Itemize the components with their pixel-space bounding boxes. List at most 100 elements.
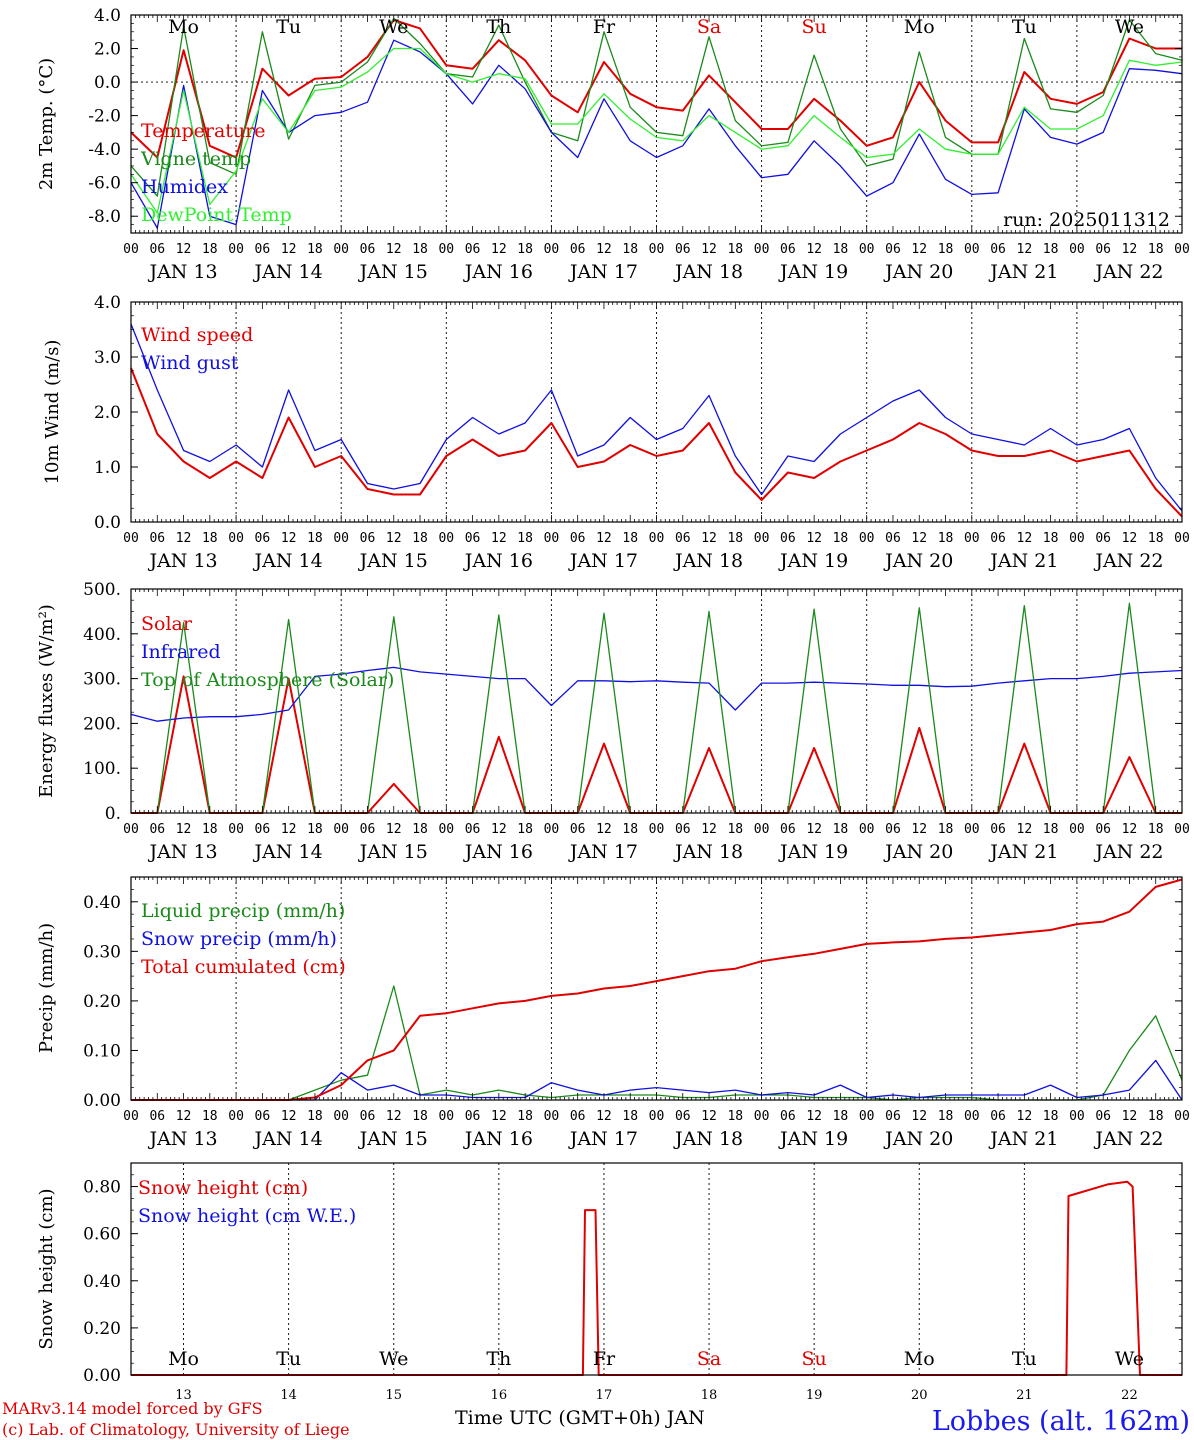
hour-tick-label: 18 (833, 531, 849, 546)
hour-tick-label: 12 (281, 242, 297, 257)
hour-tick-label: 12 (1017, 1109, 1033, 1124)
hour-tick-label: 12 (386, 242, 402, 257)
weekday-label: Tu (276, 1348, 301, 1370)
hour-tick-label: 12 (1017, 242, 1033, 257)
y-axis-label: 10m Wind (m/s) (42, 340, 63, 485)
hour-tick-label: 06 (360, 531, 376, 546)
hour-tick-label: 00 (544, 822, 560, 837)
model-credit: MARv3.14 model forced by GFS (2, 1399, 263, 1418)
hour-tick-label: 06 (570, 1109, 586, 1124)
hour-tick-label: 18 (517, 242, 533, 257)
date-label: JAN 13 (147, 1128, 217, 1150)
hour-tick-label: 06 (149, 242, 165, 257)
weekday-label: Mo (168, 16, 199, 38)
date-label: JAN 16 (463, 261, 533, 283)
hour-tick-label: 12 (806, 531, 822, 546)
hour-tick-label: 06 (675, 1109, 691, 1124)
hour-tick-label: 12 (1122, 242, 1138, 257)
day-number-label: 13 (175, 1388, 192, 1403)
hour-tick-label: 12 (806, 242, 822, 257)
hour-tick-label: 00 (1174, 531, 1190, 546)
hour-tick-label: 12 (176, 822, 192, 837)
hour-tick-label: 00 (859, 242, 875, 257)
date-label: JAN 22 (1093, 550, 1163, 572)
hour-tick-label: 18 (1043, 822, 1059, 837)
hour-tick-label: 00 (1174, 242, 1190, 257)
series-line-temperature (130, 19, 1182, 159)
hour-tick-label: 06 (360, 822, 376, 837)
date-label: JAN 20 (883, 261, 953, 283)
hour-tick-label: 00 (333, 1109, 349, 1124)
hour-tick-label: 12 (701, 531, 717, 546)
y-tick-label: 0.30 (83, 942, 121, 962)
weekday-label: Sa (697, 1348, 721, 1370)
hour-tick-label: 18 (1043, 242, 1059, 257)
date-label: JAN 15 (358, 550, 428, 572)
hour-tick-label: 06 (465, 822, 481, 837)
hour-tick-label: 06 (255, 242, 271, 257)
y-tick-label: 0.00 (83, 1366, 121, 1386)
hour-tick-label: 12 (281, 531, 297, 546)
hour-tick-label: 18 (727, 242, 743, 257)
hour-tick-label: 00 (964, 822, 980, 837)
hour-tick-label: 06 (990, 822, 1006, 837)
hour-tick-label: 00 (859, 1109, 875, 1124)
hour-tick-label: 06 (1095, 1109, 1111, 1124)
hour-tick-label: 18 (622, 1109, 638, 1124)
lab-credit: (c) Lab. of Climatology, University of L… (2, 1420, 350, 1439)
date-label: JAN 15 (358, 1128, 428, 1150)
y-tick-label: 0.0 (94, 73, 121, 93)
hour-tick-label: 12 (911, 1109, 927, 1124)
day-number-label: 19 (806, 1388, 823, 1403)
hour-tick-label: 00 (964, 531, 980, 546)
hour-tick-label: 06 (885, 242, 901, 257)
hour-tick-label: 00 (123, 242, 139, 257)
date-label: JAN 21 (988, 841, 1058, 863)
date-label: JAN 17 (568, 841, 638, 863)
weekday-label: Mo (168, 1348, 199, 1370)
hour-tick-label: 06 (780, 1109, 796, 1124)
hour-tick-label: 12 (281, 1109, 297, 1124)
hour-tick-label: 00 (123, 1109, 139, 1124)
hour-tick-label: 12 (491, 1109, 507, 1124)
hour-tick-label: 00 (333, 242, 349, 257)
legend-entry: Infrared (141, 641, 221, 663)
hour-tick-label: 12 (1122, 822, 1138, 837)
hour-tick-label: 00 (123, 531, 139, 546)
hour-tick-label: 00 (228, 822, 244, 837)
date-label: JAN 22 (1093, 261, 1163, 283)
date-label: JAN 16 (463, 1128, 533, 1150)
hour-tick-label: 00 (544, 1109, 560, 1124)
hour-tick-label: 06 (990, 531, 1006, 546)
hour-tick-label: 00 (1069, 242, 1085, 257)
hour-tick-label: 06 (360, 1109, 376, 1124)
date-label: JAN 13 (147, 261, 217, 283)
date-label: JAN 21 (988, 1128, 1058, 1150)
date-label: JAN 22 (1093, 1128, 1163, 1150)
hour-tick-label: 00 (228, 1109, 244, 1124)
hour-tick-label: 06 (570, 242, 586, 257)
hour-tick-label: 18 (202, 1109, 218, 1124)
y-tick-label: -6.0 (88, 174, 121, 194)
y-tick-label: 100. (83, 759, 121, 779)
hour-tick-label: 00 (438, 242, 454, 257)
hour-tick-label: 06 (675, 531, 691, 546)
hour-tick-label: 06 (780, 822, 796, 837)
y-tick-label: 2.0 (94, 40, 121, 60)
date-label: JAN 19 (778, 1128, 848, 1150)
date-label: JAN 13 (147, 550, 217, 572)
time-axis-label: Time UTC (GMT+0h) JAN (455, 1407, 705, 1429)
hour-tick-label: 00 (649, 242, 665, 257)
legend-entry: Wind speed (141, 324, 253, 346)
hour-tick-label: 18 (412, 1109, 428, 1124)
hour-tick-label: 00 (754, 1109, 770, 1124)
day-number-label: 20 (911, 1388, 928, 1403)
y-tick-label: 0.40 (83, 1272, 121, 1292)
hour-tick-label: 18 (1148, 1109, 1164, 1124)
date-label: JAN 20 (883, 550, 953, 572)
day-number-label: 15 (385, 1388, 402, 1403)
hour-tick-label: 12 (596, 531, 612, 546)
date-label: JAN 16 (463, 841, 533, 863)
hour-tick-label: 06 (255, 531, 271, 546)
hour-tick-label: 06 (1095, 242, 1111, 257)
